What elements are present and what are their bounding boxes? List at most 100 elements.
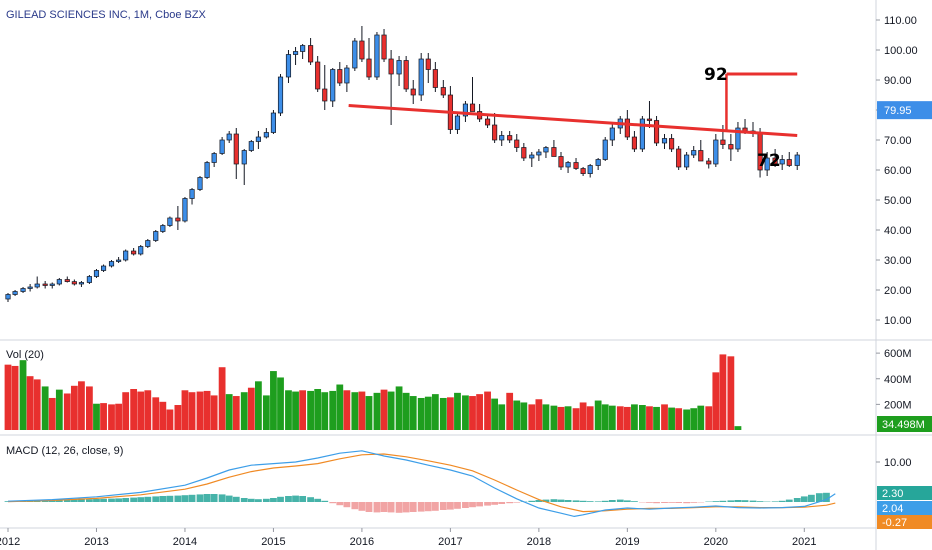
candle-body [20, 288, 26, 292]
volume-bar [351, 392, 359, 430]
macd-histogram-bar [785, 499, 793, 502]
macd-histogram-bar [262, 498, 270, 502]
volume-bar [307, 390, 314, 430]
macd-value-tag: 2.04 [882, 503, 903, 515]
x-tick-label: 2015 [261, 536, 285, 548]
volume-bar [424, 396, 432, 430]
macd-histogram-bar [115, 498, 122, 502]
candle-body [263, 132, 269, 138]
volume-bar [11, 365, 19, 430]
candle-body [661, 138, 668, 144]
volume-bar [734, 426, 742, 430]
macd-histogram-bar [491, 502, 499, 505]
candle-body [565, 162, 571, 168]
candle-body [794, 154, 800, 166]
candle-body [558, 156, 564, 168]
macd-histogram-bar [462, 502, 469, 508]
candle-body [277, 76, 284, 114]
candle-body [728, 144, 734, 150]
candle-body [241, 150, 247, 165]
macd-histogram-bar [41, 500, 49, 502]
price-tick-label: 30.00 [884, 255, 912, 267]
x-tick-label: 2013 [84, 536, 108, 548]
price-tick-label: 20.00 [884, 285, 912, 297]
volume-bar [358, 391, 366, 430]
volume-bar [520, 402, 528, 430]
macd-histogram-bar [469, 502, 476, 508]
macd-histogram-bar [299, 496, 307, 502]
macd-histogram-bar [719, 500, 727, 502]
macd-histogram-bar [572, 500, 580, 502]
candle-body [499, 135, 505, 141]
volume-bar [528, 404, 536, 430]
candle-body [676, 148, 682, 168]
macd-histogram-bar [343, 502, 351, 508]
volume-bar [675, 408, 683, 430]
candle-body [772, 157, 778, 165]
candle-body [145, 240, 151, 247]
volume-tick-label: 600M [884, 348, 912, 360]
macd-histogram-bar [188, 494, 196, 502]
volume-bar [181, 390, 189, 430]
volume-bar [196, 391, 204, 430]
candle-body [484, 118, 491, 126]
macd-signal-tag: -0.27 [882, 517, 907, 529]
macd-histogram-bar [108, 498, 115, 502]
candle-body [469, 103, 476, 112]
volume-bar [314, 389, 322, 430]
candle-body [536, 151, 542, 156]
candle-body [56, 279, 62, 285]
candle-body [131, 250, 137, 255]
volume-bar [55, 389, 63, 430]
candle-body [219, 139, 225, 154]
macd-histogram-bar [535, 500, 543, 502]
macd-value-tag-bg [877, 501, 932, 515]
candle-body [631, 136, 637, 150]
candle-body [462, 103, 468, 117]
candle-body [602, 139, 608, 160]
volume-bar [321, 392, 329, 430]
candle-body [5, 294, 11, 300]
macd-histogram-bar [329, 502, 337, 504]
x-tick-label: 2021 [792, 536, 816, 548]
volume-bar [638, 405, 646, 430]
macd-histogram-bar [196, 494, 204, 502]
candle-body [388, 58, 394, 75]
macd-histogram-bar [564, 500, 572, 502]
macd-histogram-bar [321, 500, 329, 502]
macd-histogram-bar [646, 502, 653, 503]
macd-histogram-bar [373, 502, 381, 513]
volume-bar [203, 390, 211, 430]
candle-body [691, 150, 697, 156]
candle-body [86, 276, 92, 283]
macd-histogram-bar [800, 496, 808, 502]
macd-histogram-bar [48, 500, 56, 502]
volume-bar [594, 400, 602, 430]
candle-body [713, 139, 719, 165]
price-tick-label: 10.00 [884, 315, 912, 327]
volume-bar [506, 392, 514, 430]
volume-bar [380, 389, 388, 430]
macd-pane [4, 450, 836, 518]
macd-tick-label: 10.00 [884, 457, 912, 469]
macd-histogram-tag: 2.30 [882, 488, 903, 500]
price-tick-label: 90.00 [884, 75, 912, 87]
volume-bar [343, 390, 351, 430]
candle-body [71, 281, 77, 285]
macd-histogram-bar [55, 500, 63, 502]
macd-histogram-bar [528, 500, 536, 502]
last-price-tag-bg [877, 101, 932, 120]
macd-histogram-bar [417, 502, 425, 512]
candle-body [255, 136, 261, 142]
volume-bar [631, 404, 638, 430]
candle-body [189, 189, 195, 199]
macd-histogram-bar [181, 495, 189, 502]
candle-body [507, 135, 513, 141]
volume-bar [542, 404, 550, 430]
candle-body [543, 147, 549, 153]
volume-bar [484, 391, 491, 430]
macd-histogram-bar [130, 497, 138, 502]
volume-bar [616, 406, 624, 430]
chart-title: GILEAD SCIENCES INC, 1M, Cboe BZX [6, 9, 207, 21]
